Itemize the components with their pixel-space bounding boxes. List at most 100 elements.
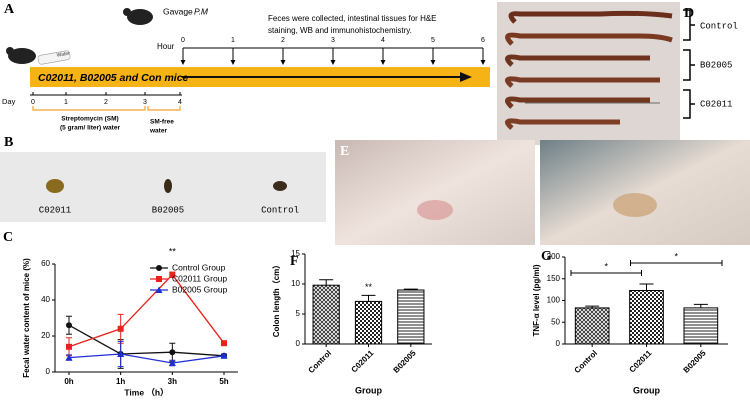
significance-bracket (630, 260, 723, 266)
x-axis-label: Time （h） (124, 387, 168, 397)
day-label: Day (2, 97, 16, 106)
water-bottle (37, 50, 71, 65)
treatment-label: Streptomycin (SM) (61, 116, 118, 123)
marker (220, 352, 228, 359)
day-tick-label: 3 (143, 99, 147, 106)
y-tick-label: 50 (551, 317, 560, 326)
hour-arrow (380, 60, 386, 65)
y-tick-label: 0 (296, 339, 301, 348)
hour-arrow (280, 60, 286, 65)
y-tick-label: 5 (296, 309, 301, 318)
y-tick-label: 60 (41, 259, 50, 268)
legend-marker (156, 276, 162, 282)
mouse-icon (127, 9, 153, 25)
legend-label: Control Group (172, 262, 226, 272)
feces (273, 181, 287, 191)
treatment-label: (5 gram/ liter) water (60, 125, 120, 132)
y-tick-label: 15 (291, 249, 300, 258)
marker (117, 325, 124, 332)
treatment-label: water (149, 128, 167, 135)
intestine (505, 118, 620, 130)
x-axis-label: Group (633, 385, 660, 395)
annotation: ** (169, 246, 177, 256)
hour-tick-label: 5 (431, 37, 435, 44)
series-line (68, 324, 225, 357)
timeline-arrow (460, 72, 472, 82)
legend-label: C02011 Group (172, 273, 227, 283)
x-tick-label: C02011 (350, 348, 376, 374)
photo (335, 140, 535, 245)
series-line (68, 353, 225, 364)
group-label: C02011, B02005 and Con mice (38, 72, 189, 84)
hour-tick-label: 0 (181, 37, 185, 44)
y-axis-label: Fecal water content of mice (%) (22, 258, 31, 378)
bracket (147, 106, 181, 111)
y-axis-label: TNF-α level (pg/ml) (532, 264, 541, 336)
intestine (505, 32, 673, 46)
panel-letter: E (340, 144, 349, 159)
hour-tick-label: 2 (281, 37, 285, 44)
x-tick-label: C02011 (628, 348, 654, 374)
day-tick-label: 2 (104, 99, 108, 106)
mouse-icon (123, 8, 131, 16)
y-tick-label: 0 (46, 367, 51, 376)
photo-detail (417, 200, 453, 220)
panel-letter: C (3, 230, 13, 245)
feces (46, 179, 64, 193)
panel-letter: D (684, 6, 694, 21)
significance-bracket (570, 270, 642, 276)
y-tick-label: 40 (41, 295, 50, 304)
mouse-icon (8, 48, 36, 64)
y-tick-label: 150 (547, 274, 561, 283)
photo (540, 140, 750, 245)
panel-letter: F (290, 254, 299, 269)
hour-arrow (230, 60, 236, 65)
bar (629, 289, 664, 345)
mouse-icon (6, 47, 14, 55)
treatment-label: SM-free (150, 119, 174, 126)
intestine (505, 54, 650, 67)
marker (169, 349, 176, 356)
x-tick-label: Control (307, 349, 333, 375)
marker (66, 343, 72, 350)
panel-letter: B (4, 135, 13, 150)
panel-d: D Control B02005 C02011 (497, 2, 738, 145)
y-tick-label: 10 (291, 279, 300, 288)
bar (397, 289, 425, 345)
note: Feces were collected, intestinal tissues… (268, 14, 437, 23)
y-tick-label: 20 (41, 331, 50, 340)
marker (221, 340, 227, 347)
panel-letter: G (541, 249, 552, 264)
hour-arrow (180, 60, 186, 65)
error-bar (639, 283, 654, 291)
note: staining, WB and immunohistochemistry. (268, 26, 412, 35)
group-label: Control (700, 21, 738, 31)
gavage-time: P.M (194, 6, 209, 16)
error-bar (693, 303, 708, 308)
hour-tick-label: 4 (381, 37, 385, 44)
bracket (683, 49, 695, 81)
panel-b: B C02011 B02005 Control (0, 135, 326, 222)
hour-arrow (330, 60, 336, 65)
feces (164, 179, 172, 193)
x-tick-label: 1h (116, 377, 125, 386)
legend-label: B02005 Group (172, 284, 228, 294)
x-tick-label: B02005 (392, 348, 419, 375)
hour-tick-label: 3 (331, 37, 335, 44)
marker (65, 354, 73, 361)
intestine (508, 10, 673, 24)
x-tick-label: 0h (64, 377, 73, 386)
bracket (683, 9, 695, 41)
bottle-label: Water (56, 51, 70, 59)
panel-a: A Water Gavage P.M Feces were collected,… (2, 2, 490, 135)
day-tick-label: 1 (64, 99, 68, 106)
marker (117, 350, 125, 357)
hour-arrow (480, 60, 486, 65)
bar (312, 284, 340, 345)
intestine (505, 96, 650, 109)
hour-tick-label: 6 (481, 37, 485, 44)
photo-detail (613, 193, 657, 217)
x-tick-label: B02005 (682, 348, 709, 375)
day-tick-label: 4 (178, 99, 182, 106)
sample-label: Control (261, 205, 299, 215)
